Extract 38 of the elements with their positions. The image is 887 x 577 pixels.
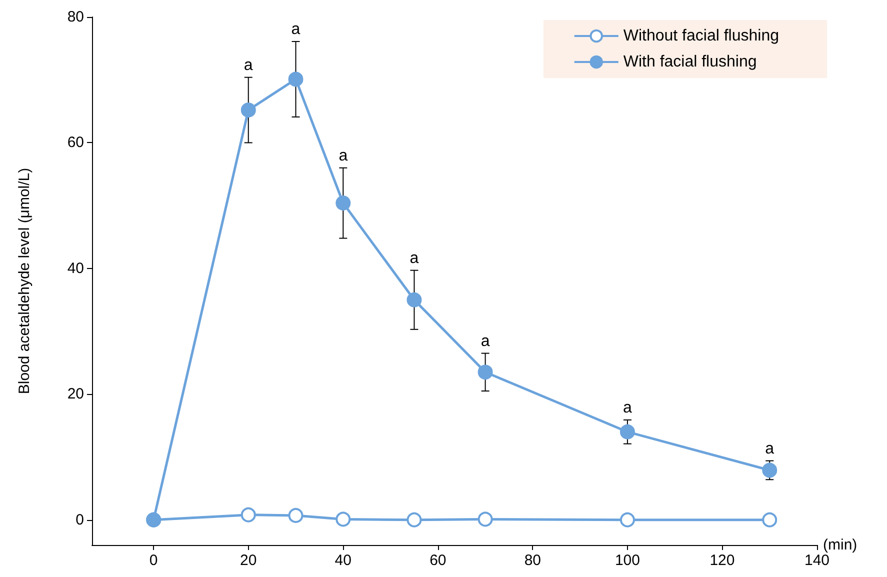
point xyxy=(406,292,422,308)
point xyxy=(240,507,256,522)
legend-label: With facial flushing xyxy=(623,54,757,70)
x-tick-label: 20 xyxy=(240,552,257,569)
point xyxy=(336,196,351,211)
annotation: a xyxy=(338,147,348,164)
y-tick-label: 0 xyxy=(76,511,84,528)
point xyxy=(620,512,635,528)
x-axis-title: (min) xyxy=(823,536,858,554)
y-tick-label: 20 xyxy=(67,386,84,403)
point xyxy=(762,512,778,528)
annotation: a xyxy=(765,440,774,458)
y-tick-label: 40 xyxy=(67,260,84,277)
annotation: a xyxy=(480,332,490,350)
x-tick-label: 120 xyxy=(710,552,735,569)
point xyxy=(336,512,351,527)
point xyxy=(762,462,778,478)
point xyxy=(406,512,422,528)
point xyxy=(478,512,493,527)
x-tick-label: 80 xyxy=(524,552,542,569)
x-tick-label: 140 xyxy=(804,552,830,569)
point xyxy=(240,102,256,118)
annotation: a xyxy=(291,21,300,38)
point xyxy=(288,508,304,523)
x-tick-label: 40 xyxy=(334,552,352,569)
y-axis-title: Blood acetaldehyde level (μmol/L) xyxy=(16,168,33,394)
point xyxy=(478,364,493,380)
point xyxy=(620,424,635,440)
annotation: a xyxy=(623,399,632,416)
y-tick-label: 60 xyxy=(67,134,84,152)
annotation: a xyxy=(410,250,419,267)
annotation: a xyxy=(244,56,253,74)
x-tick-label: 100 xyxy=(614,552,640,569)
point xyxy=(288,72,304,87)
x-tick-label: 60 xyxy=(430,552,446,569)
x-tick-label: 0 xyxy=(149,552,158,569)
y-tick-label: 80 xyxy=(67,8,84,26)
legend-label: Without facial flushing xyxy=(623,28,780,44)
